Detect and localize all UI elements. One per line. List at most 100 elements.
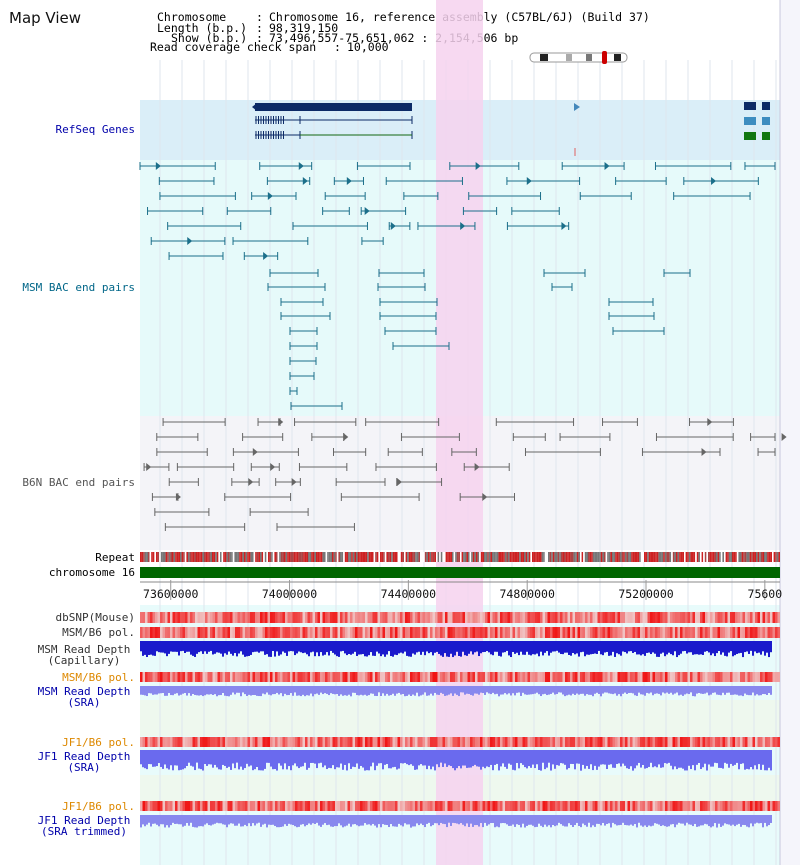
msm-b6-pol-heat	[700, 627, 703, 638]
msm-b6-pol-sra-heat	[612, 672, 615, 682]
jf1-b6-pol-2-heat	[660, 801, 663, 811]
msm-depth-sra-bar	[262, 686, 264, 694]
jf1-depth-trim-bar	[300, 815, 302, 825]
msm-b6-pol-heat	[250, 627, 253, 638]
repeat-mark	[405, 552, 408, 562]
msm-depth-cap-bar	[228, 641, 230, 652]
repeat-mark	[157, 552, 160, 562]
msm-b6-pol-sra-heat	[317, 672, 320, 682]
msm-depth-cap-bar	[724, 641, 726, 656]
repeat-mark	[437, 552, 440, 562]
repeat-mark	[164, 552, 166, 562]
jf1-depth-trim-bar	[520, 815, 522, 828]
msm-depth-sra-bar	[194, 686, 196, 695]
dbsnp-heat	[207, 612, 210, 623]
track-label-refseq[interactable]: RefSeq Genes	[55, 123, 135, 136]
jf1-b6-pol-heat	[320, 737, 323, 747]
jf1-b6-pol-heat	[310, 737, 313, 747]
jf1-depth-trim-bar	[688, 815, 690, 825]
track-label-jf1-depth-trimmed[interactable]: JF1 Read Depth (SRA trimmed)	[30, 815, 138, 837]
repeat-mark	[551, 552, 553, 562]
jf1-b6-pol-2-heat	[675, 801, 678, 811]
dbsnp-heat	[555, 612, 558, 623]
track-label-jf1-depth-sra[interactable]: JF1 Read Depth (SRA)	[30, 751, 138, 773]
msm-b6-pol-heat	[715, 627, 718, 638]
jf1-b6-pol-2-heat	[482, 801, 485, 811]
jf1-depth-sra-bar	[702, 750, 704, 768]
msm-depth-sra-bar	[700, 686, 702, 694]
track-label-msm-b6-pol[interactable]: MSM/B6 pol.	[62, 626, 135, 639]
msm-b6-pol-sra-heat	[590, 672, 593, 682]
track-label-msm-depth-capillary[interactable]: MSM Read Depth (Capillary)	[30, 644, 138, 666]
msm-depth-cap-bar	[650, 641, 652, 655]
jf1-b6-pol-2-heat	[600, 801, 603, 811]
msm-b6-pol-heat	[540, 627, 543, 638]
jf1-b6-pol-2-heat	[325, 801, 328, 811]
jf1-depth-sra-bar	[622, 750, 624, 764]
msm-b6-pol-heat	[692, 627, 695, 638]
jf1-b6-pol-heat	[345, 737, 348, 747]
msm-b6-pol-heat	[190, 627, 193, 638]
msm-depth-sra-bar	[752, 686, 754, 693]
msm-b6-pol-sra-heat	[337, 672, 340, 682]
axis-tick-label: 75200000	[618, 587, 673, 601]
track-label-msm-depth-sra[interactable]: MSM Read Depth (SRA)	[30, 686, 138, 708]
jf1-b6-pol-2-heat	[590, 801, 593, 811]
msm-b6-pol-heat	[770, 627, 773, 638]
msm-b6-pol-heat	[412, 627, 415, 638]
msm-b6-pol-sra-heat	[457, 672, 460, 682]
repeat-mark	[298, 552, 300, 562]
repeat-mark	[770, 552, 772, 562]
track-label-jf1-b6-pol[interactable]: JF1/B6 pol.	[62, 736, 135, 749]
jf1-depth-trim-bar	[508, 815, 510, 826]
dbsnp-heat	[147, 612, 150, 623]
track-label-jf1-b6-pol-2[interactable]: JF1/B6 pol.	[62, 800, 135, 813]
jf1-depth-trim-bar	[674, 815, 676, 828]
repeat-mark	[767, 552, 769, 562]
jf1-b6-pol-heat	[655, 737, 658, 747]
msm-depth-sra-bar	[162, 686, 164, 693]
jf1-b6-pol-2-heat	[622, 801, 625, 811]
track-label-dbsnp[interactable]: dbSNP(Mouse)	[55, 611, 135, 624]
repeat-mark	[504, 552, 507, 562]
track-label-msm-bac[interactable]: MSM BAC end pairs	[22, 281, 135, 294]
jf1-b6-pol-heat	[637, 737, 640, 747]
jf1-b6-pol-2-heat	[167, 801, 170, 811]
jf1-depth-sra-bar	[374, 750, 376, 771]
jf1-depth-sra-bar	[584, 750, 586, 769]
repeat-mark	[735, 552, 737, 562]
jf1-b6-pol-2-heat	[365, 801, 368, 811]
jf1-depth-sra-bar	[652, 750, 654, 768]
track-label-b6n-bac[interactable]: B6N BAC end pairs	[22, 476, 135, 489]
msm-depth-sra-bar	[380, 686, 382, 696]
repeat-mark	[178, 552, 180, 562]
msm-b6-pol-sra-heat	[760, 672, 763, 682]
msm-b6-pol-heat	[452, 627, 455, 638]
msm-b6-pol-heat	[182, 627, 185, 638]
dbsnp-heat	[302, 612, 305, 623]
repeat-mark	[511, 552, 513, 562]
jf1-depth-sra-bar	[210, 750, 212, 765]
repeat-mark	[349, 552, 352, 562]
msm-b6-pol-heat	[745, 627, 748, 638]
dbsnp-heat	[775, 612, 778, 623]
jf1-b6-pol-heat	[397, 737, 400, 747]
jf1-depth-trim-bar	[510, 815, 512, 826]
msm-b6-pol-sra-heat	[322, 672, 325, 682]
jf1-depth-sra-bar	[344, 750, 346, 765]
repeat-mark	[399, 552, 401, 562]
track-label-repeat[interactable]: Repeat	[95, 551, 135, 564]
jf1-depth-trim-bar	[146, 815, 148, 825]
msm-b6-pol-sra-heat	[660, 672, 663, 682]
repeat-mark	[751, 552, 753, 562]
repeat-mark	[605, 552, 608, 562]
msm-depth-cap-bar	[160, 641, 162, 653]
track-label-msm-b6-pol-sra[interactable]: MSM/B6 pol.	[62, 671, 135, 684]
dbsnp-heat	[582, 612, 585, 623]
jf1-depth-trim-bar	[278, 815, 280, 828]
repeat-mark	[484, 552, 486, 562]
msm-depth-sra-bar	[296, 686, 298, 696]
jf1-depth-sra-bar	[400, 750, 402, 764]
jf1-depth-trim-bar	[638, 815, 640, 823]
msm-depth-sra-bar	[310, 686, 312, 694]
